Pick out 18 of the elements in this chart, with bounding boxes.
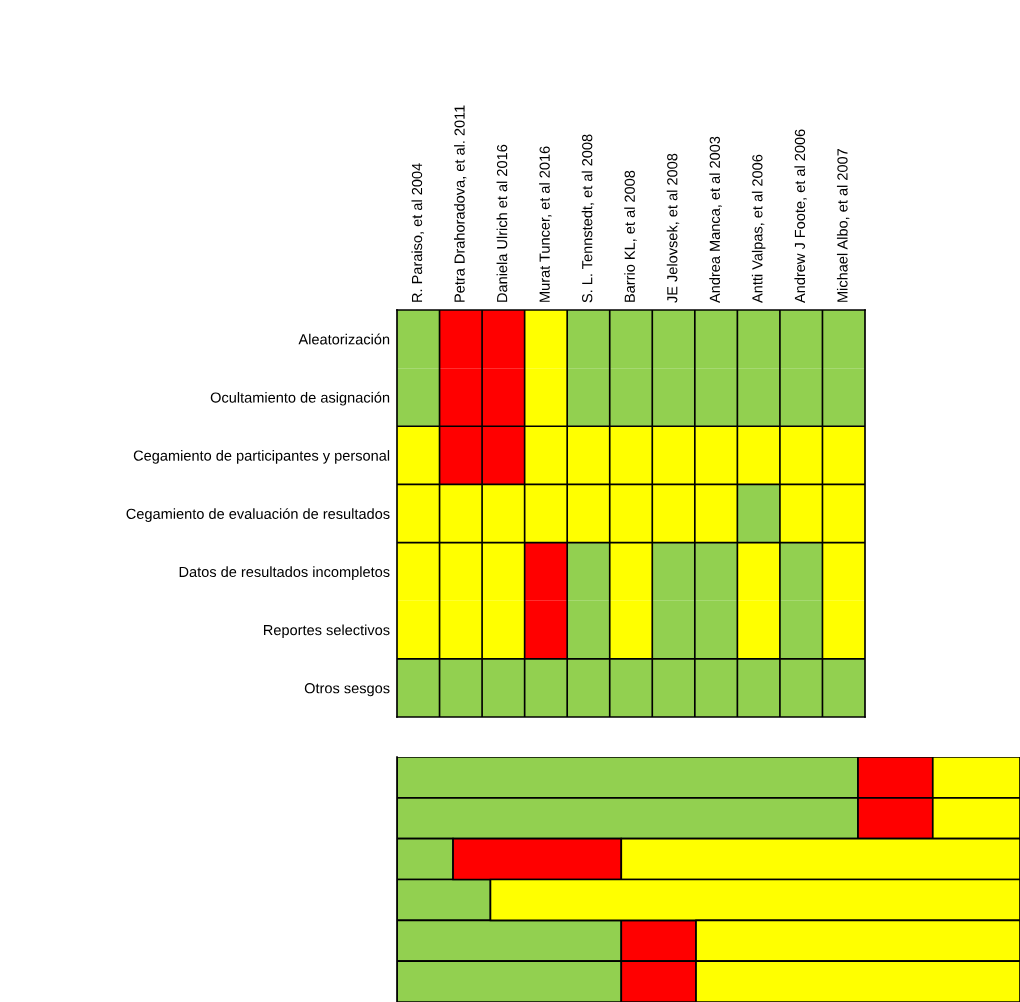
category-label: Ocultamiento de asignación [210,391,390,406]
category-label: Murat Tuncer, et al 2016 [539,146,552,302]
category-label: Antti Valpas, et al 2006 [751,154,766,304]
category-label: Otros sesgos [304,683,390,697]
category-label: Daniela Ulrich et al 2016 [496,144,508,302]
category-label: Aleatorización [298,333,390,345]
category-label: Michael Albo, et al 2007 [836,148,850,302]
category-label: Cegamiento de participantes y personal [133,450,390,464]
category-label: Datos de resultados incompletos [179,566,390,580]
category-label: Reportes selectivos [264,624,390,639]
category-label: JE Jelovsek, et al 2008 [666,153,680,303]
category-label: Cegamiento de evaluación de resultados [126,508,390,522]
category-label: S. L. Tennstedt, et al 2008 [581,134,595,303]
category-label: Andrea Manca, et al 2003 [709,136,722,304]
category-label: Barrio KL, et al 2008 [624,170,637,302]
category-label: R. Paraiso, et al 2004 [411,163,424,302]
category-label: Petra Drahoradova, et al. 2011 [454,105,467,302]
category-label: Andrew J Foote, et al 2006 [794,129,807,304]
